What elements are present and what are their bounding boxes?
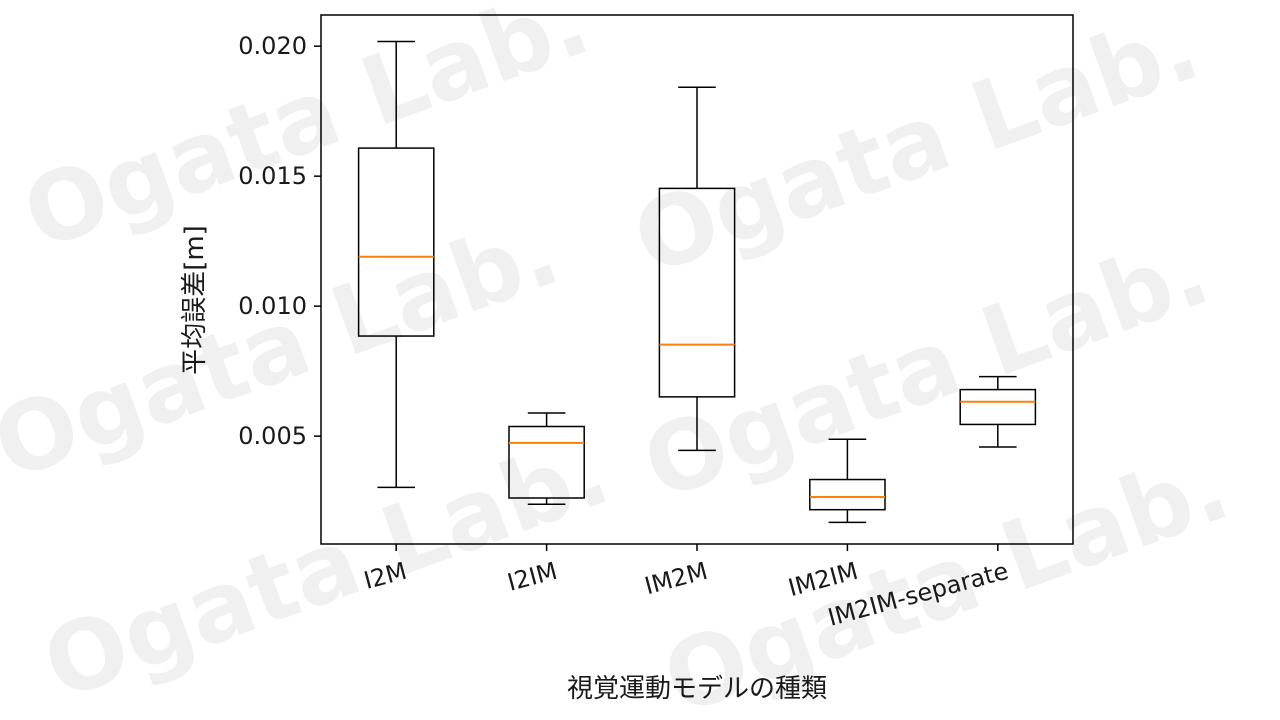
boxes-layer bbox=[357, 40, 1037, 524]
box-IM2IM-separate bbox=[959, 375, 1037, 448]
iqr-box bbox=[809, 478, 886, 511]
box-I2M bbox=[357, 40, 435, 489]
box-IM2M bbox=[658, 86, 736, 452]
y-tick-label: 0.010 bbox=[238, 292, 307, 320]
box-IM2IM bbox=[809, 438, 886, 524]
y-tick-label: 0.005 bbox=[238, 422, 307, 450]
iqr-box bbox=[508, 425, 585, 499]
x-tick-label: I2IM bbox=[504, 557, 560, 597]
y-tick-label: 0.015 bbox=[238, 162, 307, 190]
x-axis-label: 視覚運動モデルの種類 bbox=[567, 674, 827, 704]
iqr-box bbox=[357, 147, 435, 337]
y-tick-label: 0.020 bbox=[238, 32, 307, 60]
iqr-box bbox=[658, 187, 736, 398]
y-axis: 0.005 0.010 0.015 0.020 bbox=[238, 32, 321, 450]
x-tick-label: IM2M bbox=[642, 557, 711, 601]
box-I2IM bbox=[508, 412, 585, 505]
iqr-box bbox=[959, 388, 1037, 426]
y-axis-label: 平均誤差[m] bbox=[180, 225, 210, 375]
